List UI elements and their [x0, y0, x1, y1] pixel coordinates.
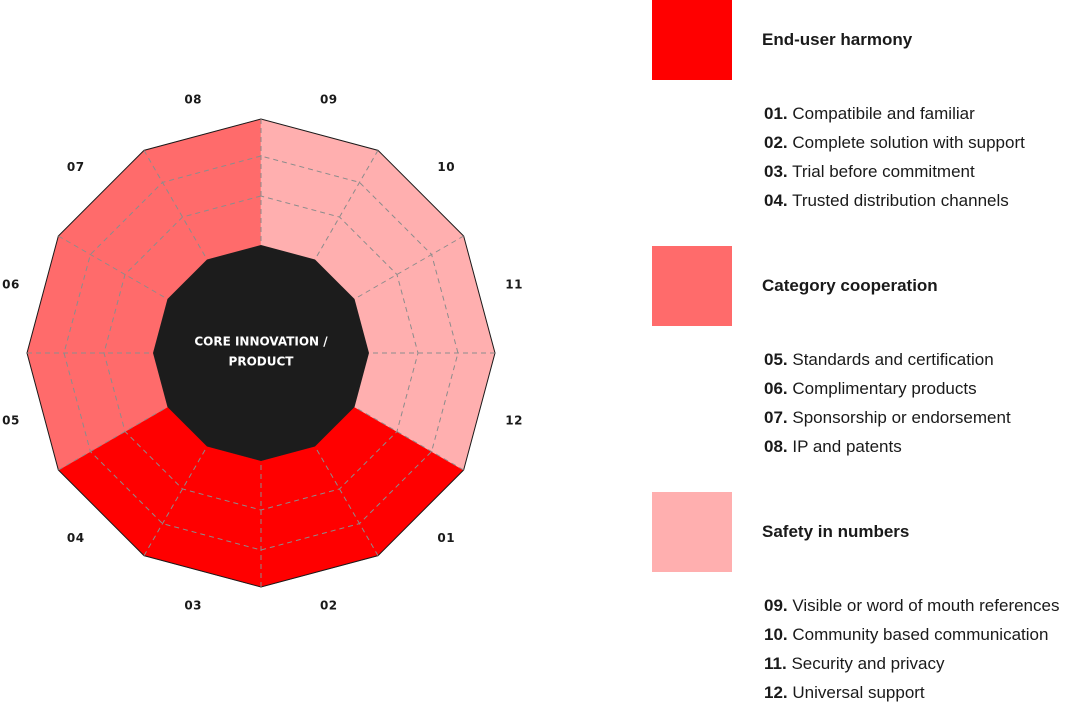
- grid-spoke: [143, 446, 208, 556]
- segment-number-06: 06: [2, 278, 20, 292]
- list-item: 11. Security and privacy: [764, 654, 945, 673]
- dodecagon-diagram: CORE INNOVATION /PRODUCT 010203040506070…: [2, 92, 523, 613]
- grid-spoke: [314, 446, 379, 556]
- legend-swatch: [652, 0, 732, 80]
- list-item: 06. Complimentary products: [764, 379, 977, 398]
- segment-number-09: 09: [320, 92, 338, 106]
- legend-item-list: 01. Compatibile and familiar 02. Complet…: [764, 104, 1025, 220]
- diagram-grid: [27, 119, 495, 587]
- segment-number-02: 02: [320, 599, 338, 613]
- list-item: 03. Trial before commitment: [764, 162, 975, 181]
- legend-item-list: 09. Visible or word of mouth references …: [764, 596, 1059, 712]
- legend-group-title: Safety in numbers: [762, 522, 910, 541]
- legend-group-safety-in-numbers: Safety in numbers 09. Visible or word of…: [652, 492, 1079, 708]
- legend-swatch: [652, 246, 732, 326]
- segment-number-11: 11: [505, 278, 523, 292]
- legend-item-list: 05. Standards and certification 06. Comp…: [764, 350, 1011, 466]
- legend-group-end-user-harmony: End-user harmony 01. Compatibile and fam…: [652, 0, 1079, 240]
- list-item: 09. Visible or word of mouth references: [764, 596, 1060, 615]
- core-label-line: CORE INNOVATION /: [194, 335, 328, 349]
- segment-number-10: 10: [437, 160, 455, 174]
- legend-swatch: [652, 492, 732, 572]
- list-item: 01. Compatibile and familiar: [764, 104, 975, 123]
- list-item: 04. Trusted distribution channels: [764, 191, 1009, 210]
- list-item: 12. Universal support: [764, 683, 925, 702]
- grid-spoke: [354, 235, 464, 300]
- list-item: 07. Sponsorship or endorsement: [764, 408, 1011, 427]
- segment-number-labels: 01 02 03 04 05 06 07 08 09 10 11 12: [2, 92, 523, 613]
- grid-spoke: [354, 406, 464, 471]
- segment-number-12: 12: [505, 413, 523, 427]
- segment-number-01: 01: [437, 531, 455, 545]
- legend-group-category-cooperation: Category cooperation 05. Standards and c…: [652, 246, 1079, 486]
- segment-number-07: 07: [67, 160, 85, 174]
- list-item: 05. Standards and certification: [764, 350, 994, 369]
- list-item: 02. Complete solution with support: [764, 133, 1025, 152]
- segment-number-08: 08: [184, 92, 202, 106]
- legend-group-title: Category cooperation: [762, 276, 938, 295]
- grid-spoke: [143, 150, 208, 260]
- segment-number-05: 05: [2, 413, 20, 427]
- grid-spoke: [58, 235, 168, 300]
- grid-spoke: [58, 406, 168, 471]
- list-item: 10. Community based communication: [764, 625, 1049, 644]
- segment-number-03: 03: [184, 599, 202, 613]
- core-label: CORE INNOVATION / PRODUCT: [194, 335, 328, 369]
- core-polygon: [153, 245, 369, 461]
- list-item: 08. IP and patents: [764, 437, 902, 456]
- grid-spoke: [314, 150, 379, 260]
- core-label-line: PRODUCT: [229, 355, 295, 369]
- segment-number-04: 04: [67, 531, 85, 545]
- legend-group-title: End-user harmony: [762, 30, 913, 49]
